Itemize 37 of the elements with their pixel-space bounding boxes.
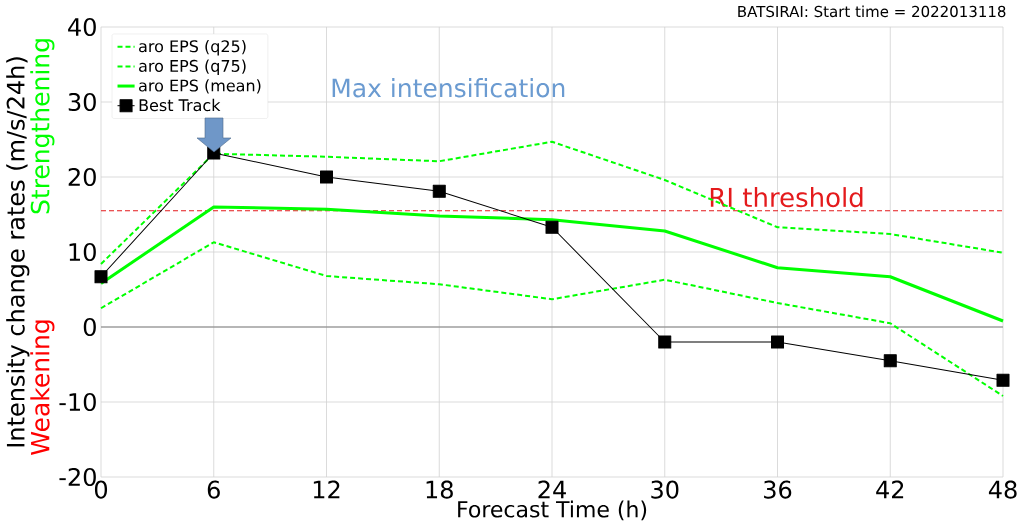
y-axis-title: Intensity change rates (m/s/24h) xyxy=(6,57,30,447)
point xyxy=(658,335,672,349)
y-tick-label: 10 xyxy=(69,242,96,262)
point xyxy=(996,373,1010,387)
y-tick-label: -10 xyxy=(59,392,96,412)
x-tick-label: 24 xyxy=(538,480,566,499)
legend-label: aro EPS (mean) xyxy=(139,79,261,94)
x-tick-label: 30 xyxy=(651,480,679,499)
x-tick-label: 6 xyxy=(207,480,220,499)
point xyxy=(771,335,785,349)
legend-label: aro EPS (q75) xyxy=(139,59,246,76)
line-series xyxy=(100,241,1005,397)
x-tick-label: 0 xyxy=(94,480,108,499)
y-tick-label: -20 xyxy=(59,467,96,487)
legend-label: aro EPS (q25) xyxy=(139,39,246,56)
point xyxy=(883,354,897,368)
text: Weakening xyxy=(30,320,55,455)
point xyxy=(320,170,333,184)
x-tick-label: 18 xyxy=(426,480,453,499)
y-tick-label: 0 xyxy=(83,317,96,337)
annotation: Max intensification xyxy=(332,78,565,98)
y-tick-label: 40 xyxy=(68,17,96,37)
x-tick-label: 48 xyxy=(988,480,1017,499)
point xyxy=(432,184,446,198)
x-axis-title: Forecast Time (h) xyxy=(458,500,647,521)
chart-title: BATSIRAI: Start time = 2022013118 xyxy=(738,5,1006,18)
y-tick-label: 20 xyxy=(68,167,96,187)
x-tick-label: 42 xyxy=(876,480,904,499)
point xyxy=(545,220,559,234)
y-tick-label: 30 xyxy=(68,92,96,112)
line-series xyxy=(100,140,1005,265)
legend-label: Best Track xyxy=(139,98,221,112)
x-tick-label: 36 xyxy=(764,480,792,499)
text: Strengthening xyxy=(30,39,55,214)
ref-line-label: RI threshold xyxy=(710,187,863,208)
x-tick-label: 12 xyxy=(313,480,340,499)
point xyxy=(94,270,108,284)
